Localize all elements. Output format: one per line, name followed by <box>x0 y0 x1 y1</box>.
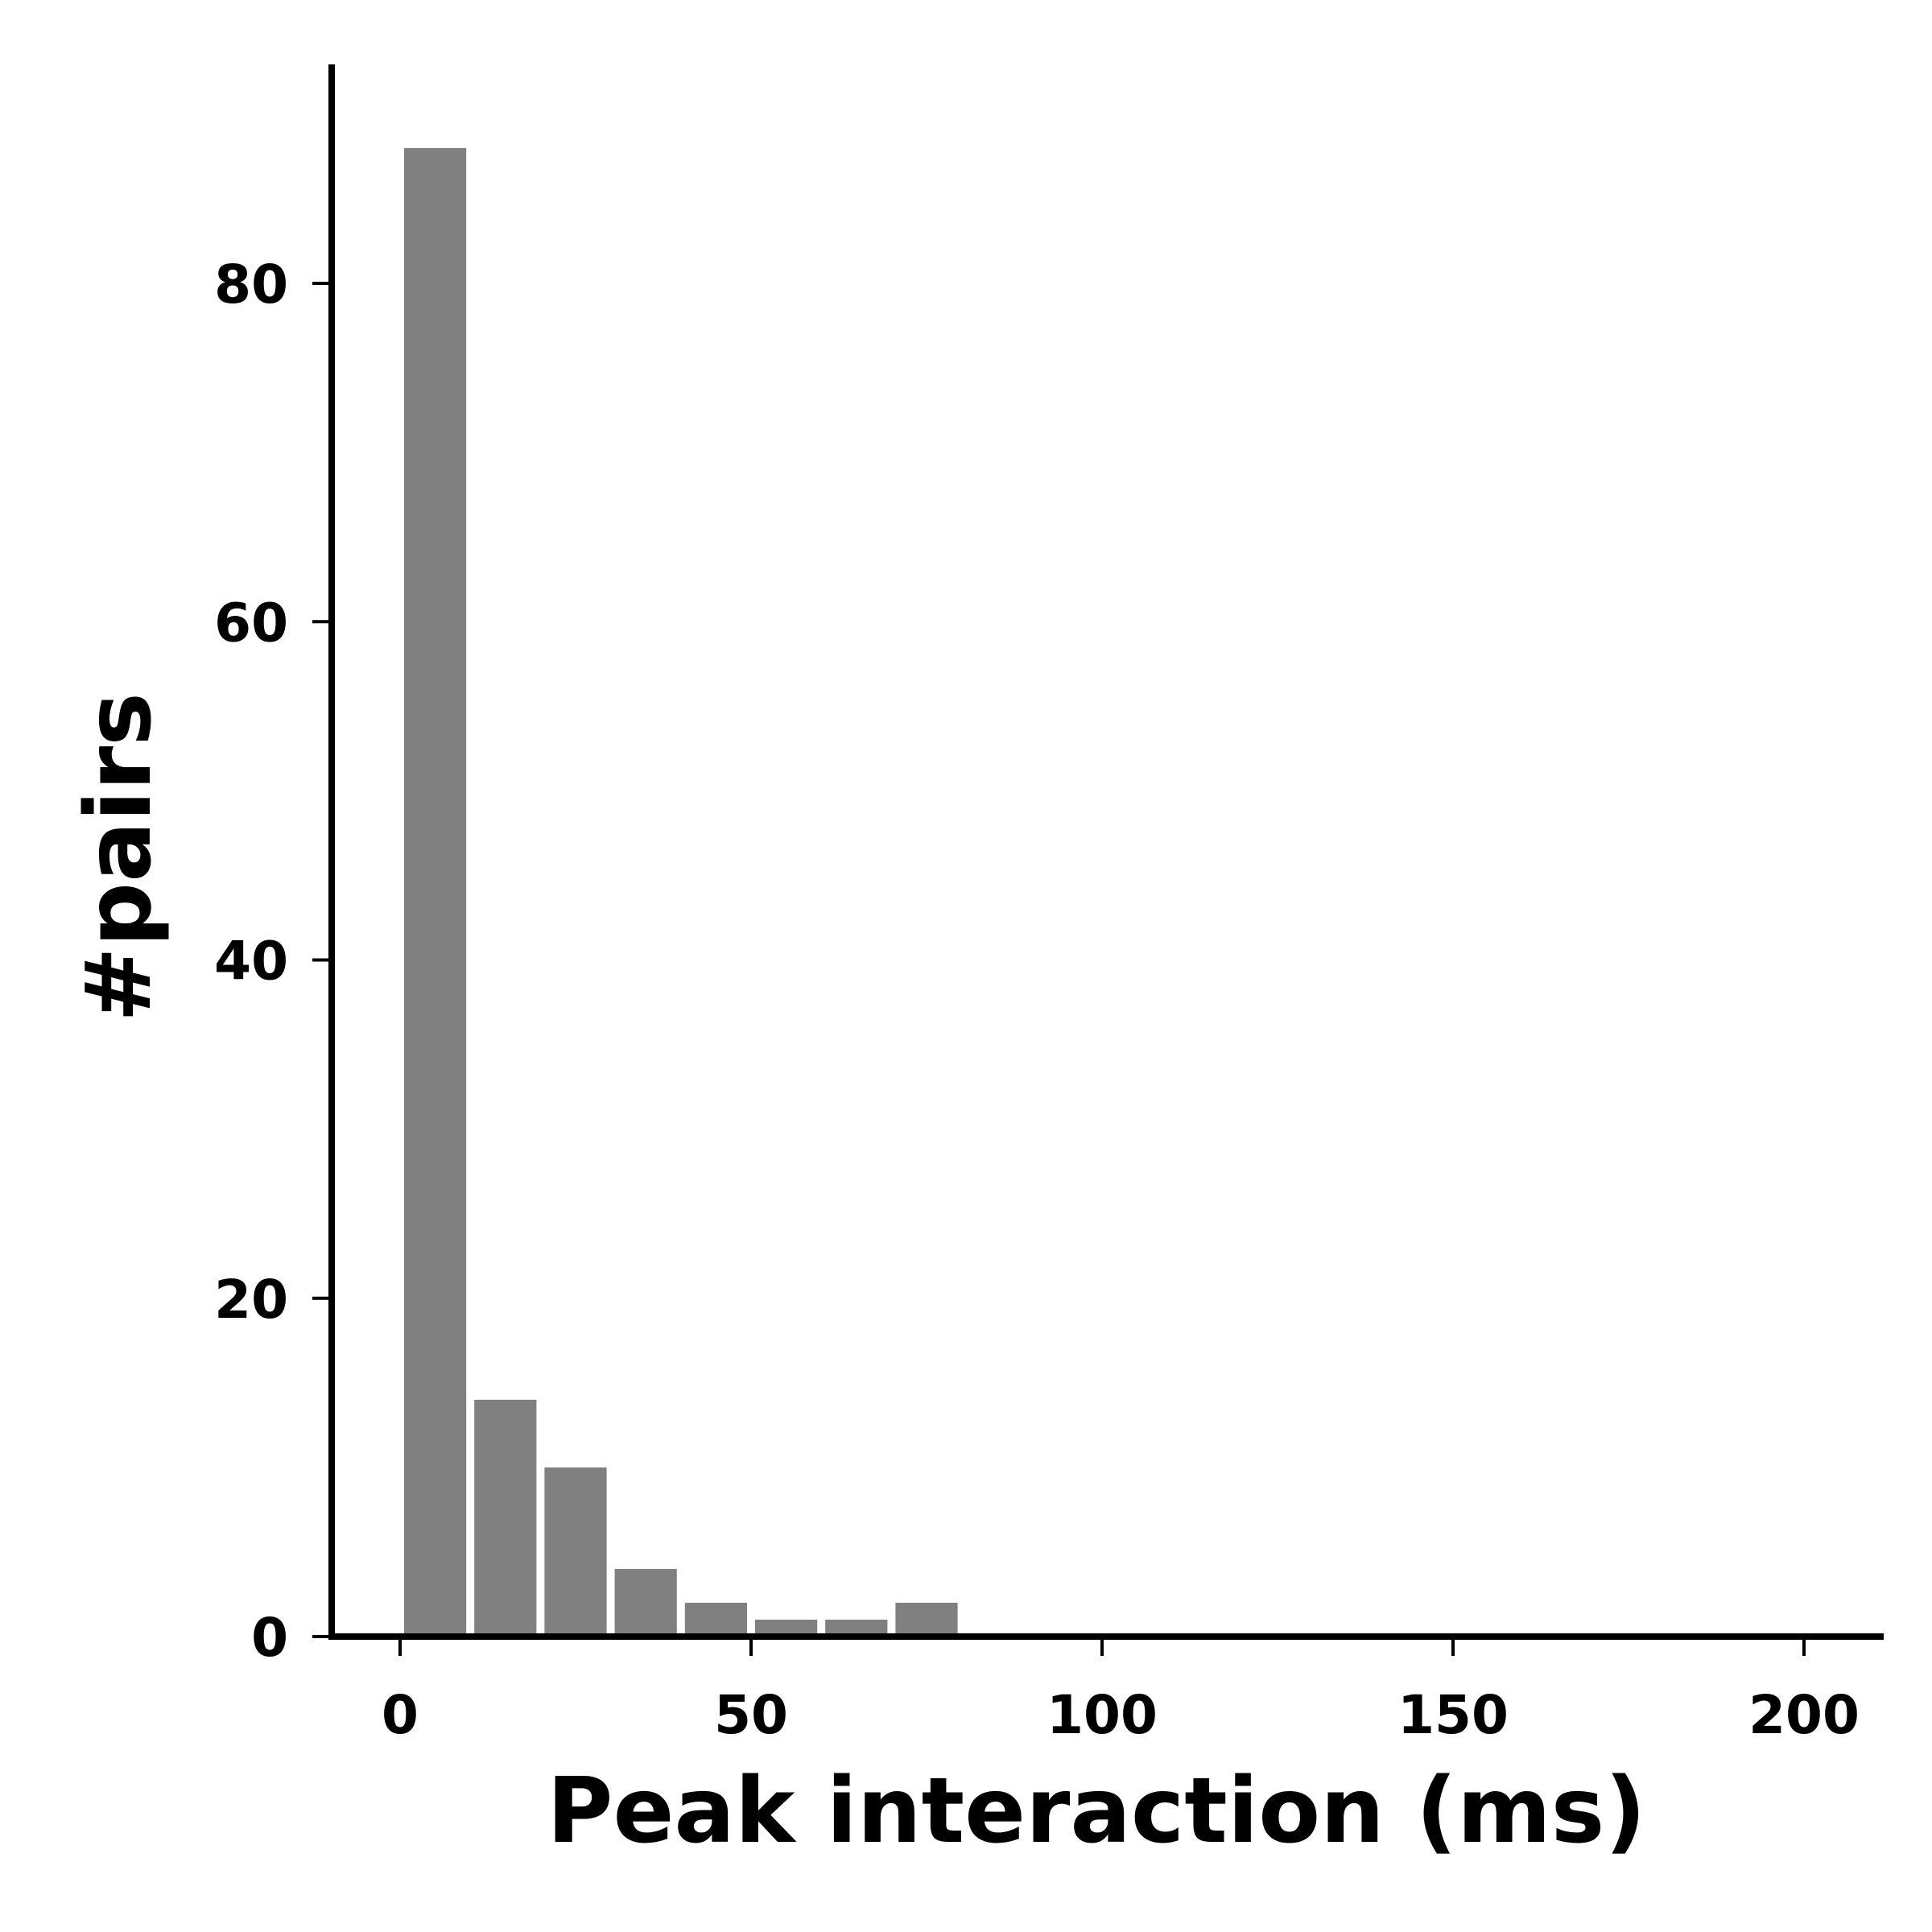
x-tick-label: 50 <box>714 1684 788 1746</box>
y-tick-label: 60 <box>214 592 288 654</box>
x-tick-label: 200 <box>1748 1684 1860 1746</box>
histogram-bar <box>474 1399 537 1637</box>
histogram-bar <box>684 1602 747 1637</box>
y-tick-label: 40 <box>214 931 288 993</box>
y-axis-title: #pairs <box>67 692 171 1022</box>
x-tick-label: 0 <box>382 1684 419 1746</box>
histogram-bar <box>755 1619 818 1637</box>
x-axis-title: Peak interaction (ms) <box>547 1759 1645 1864</box>
histogram-bar <box>825 1619 888 1637</box>
y-axis-ticks: 0 20 40 60 80 <box>214 254 328 1669</box>
y-tick-label: 0 <box>251 1607 288 1669</box>
histogram-bar <box>614 1568 677 1637</box>
y-tick-label: 20 <box>214 1269 288 1331</box>
histogram-bar <box>544 1467 607 1637</box>
histogram-bar <box>404 147 467 1637</box>
y-tick-label: 80 <box>214 254 288 316</box>
x-tick-label: 150 <box>1397 1684 1509 1746</box>
histogram-bar <box>895 1602 958 1637</box>
x-tick-label: 100 <box>1046 1684 1158 1746</box>
x-axis-ticks: 0 50 100 150 200 <box>382 1640 1860 1746</box>
bars-group <box>404 147 958 1637</box>
